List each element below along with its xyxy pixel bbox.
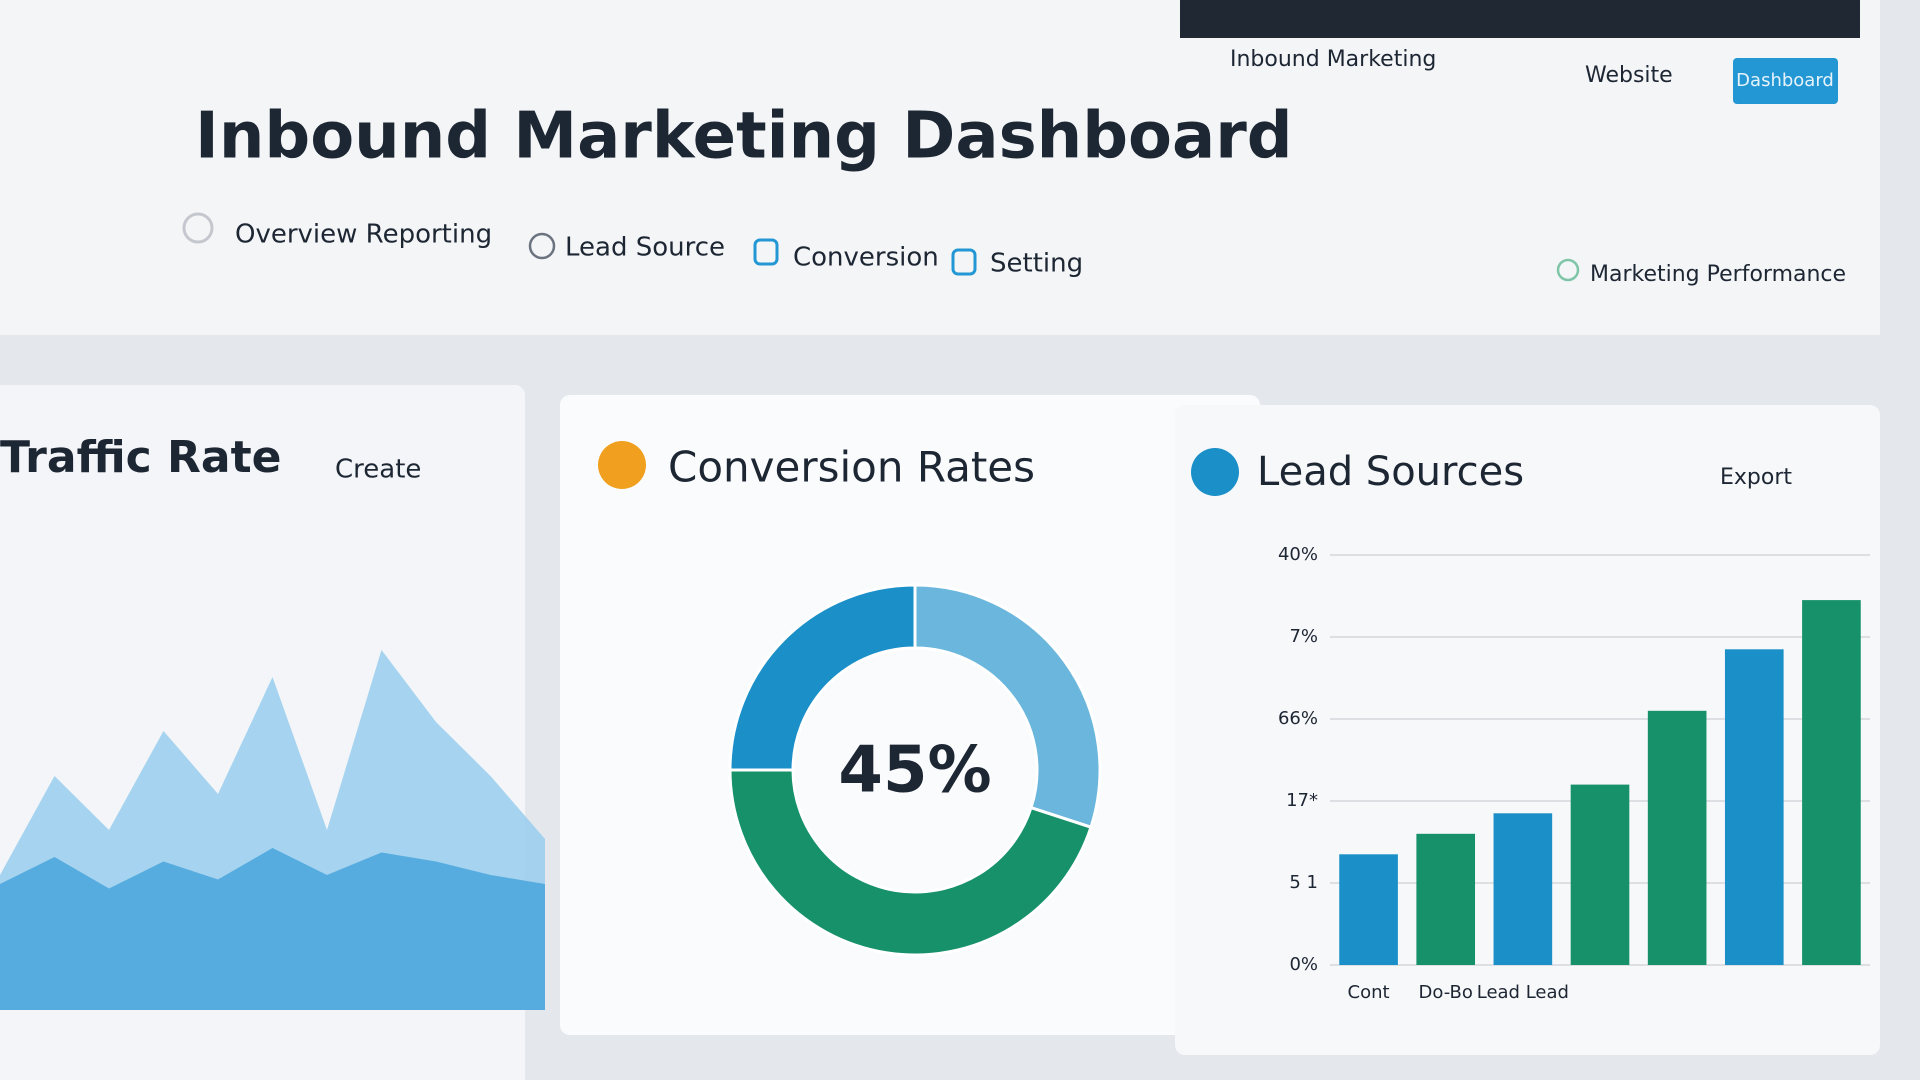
- bar: [1724, 649, 1784, 965]
- button-label[interactable]: Dashboard: [1736, 70, 1834, 91]
- y-tick-label: 0%: [1289, 954, 1318, 975]
- donut-segment: [913, 583, 1102, 830]
- tab-icon: [753, 238, 779, 266]
- x-tick-label: Do-Bo: [1419, 982, 1473, 1003]
- card: [560, 395, 1260, 1035]
- top-link[interactable]: Inbound Marketing: [1230, 47, 1436, 72]
- top-link[interactable]: Website: [1585, 63, 1673, 88]
- status: Marketing Performance: [1590, 262, 1846, 287]
- card-title: Conversion Rates: [668, 443, 1035, 492]
- donut-segment: [728, 583, 917, 772]
- area: [0, 848, 545, 1010]
- card-action[interactable]: Export: [1720, 465, 1792, 490]
- tab[interactable]: Conversion: [793, 243, 939, 273]
- card-title: Traffic Rate: [0, 432, 282, 483]
- card-icon: [1191, 448, 1239, 496]
- bar: [1493, 813, 1553, 965]
- status-icon: [1556, 258, 1580, 282]
- card-title: Lead Sources: [1257, 449, 1524, 495]
- button[interactable]: [1733, 58, 1838, 104]
- bar: [1647, 710, 1707, 965]
- x-tick-label: Cont: [1348, 982, 1390, 1003]
- donut-center-label: 45%: [838, 734, 991, 808]
- y-tick-label: 66%: [1278, 708, 1318, 729]
- x-tick-label: Lead Lead: [1477, 982, 1569, 1003]
- tab[interactable]: Lead Source: [565, 233, 725, 263]
- page-title: Inbound Marketing Dashboard: [195, 100, 1293, 174]
- bar: [1570, 784, 1630, 965]
- tab[interactable]: Setting: [990, 249, 1083, 279]
- card-action[interactable]: Create: [335, 455, 421, 485]
- y-tick-label: 17*: [1286, 790, 1318, 811]
- bar: [1802, 600, 1861, 965]
- y-tick-label: 7%: [1289, 626, 1318, 647]
- tab[interactable]: Overview Reporting: [235, 220, 492, 250]
- donut-segment: [728, 768, 1093, 957]
- card-icon: [598, 441, 646, 489]
- top-bar: [1180, 0, 1860, 38]
- bar: [1339, 854, 1398, 965]
- tab-icon: [182, 212, 214, 244]
- tab-icon: [528, 232, 556, 260]
- bar: [1416, 833, 1476, 965]
- y-tick-label: 40%: [1278, 544, 1318, 565]
- tab-icon: [951, 248, 977, 276]
- y-tick-label: 5 1: [1289, 872, 1318, 893]
